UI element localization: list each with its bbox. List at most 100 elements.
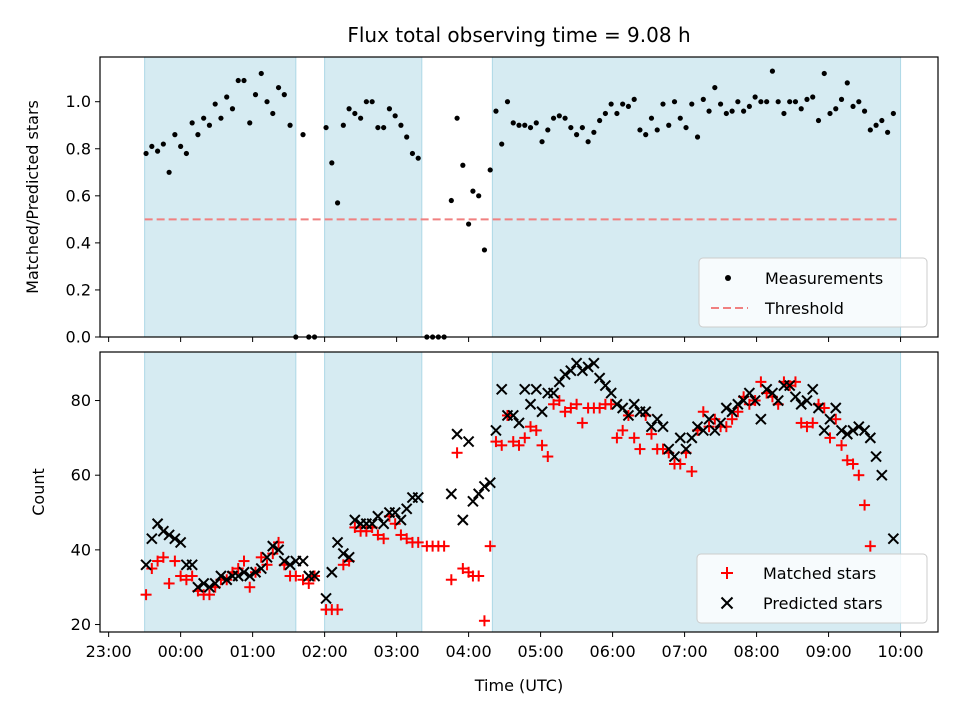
measurement-point [166, 169, 172, 175]
matched-star-point [401, 533, 413, 545]
predicted-star-point [858, 424, 871, 437]
measurement-point [386, 106, 393, 112]
predicted-star-point [389, 506, 401, 519]
measurement-point [850, 103, 856, 110]
predicted-star-point [197, 577, 210, 590]
measurement-point [573, 132, 580, 138]
measurement-point [375, 124, 381, 131]
measurement-point [798, 106, 804, 112]
matched-star-point [605, 398, 617, 410]
measurement-point [550, 115, 557, 121]
x-tick-label: 08:00 [734, 642, 780, 661]
measurement-point [149, 143, 155, 150]
measurement-point [867, 127, 873, 133]
legend-measurements-marker [725, 275, 731, 281]
matched-star-point [175, 570, 187, 582]
measurement-point [758, 99, 764, 105]
measurement-point [481, 247, 488, 253]
y-tick-label: 20 [71, 615, 91, 634]
measurement-point [752, 94, 758, 100]
predicted-star-point [249, 566, 262, 578]
predicted-star-point [400, 503, 413, 515]
predicted-star-point [772, 394, 784, 407]
matched-star-point [186, 570, 198, 582]
predicted-star-point [412, 491, 424, 504]
predicted-star-point [691, 420, 704, 433]
predicted-star-point [267, 540, 279, 552]
matched-star-point [232, 563, 244, 575]
predicted-star-point [783, 379, 796, 392]
predicted-star-point [674, 432, 686, 444]
y-tick-label: 0.4 [66, 233, 91, 252]
predicted-star-point [337, 547, 350, 560]
matched-star-point [395, 529, 407, 541]
predicted-star-point [807, 383, 819, 396]
matched-star-point [496, 439, 508, 451]
predicted-star-point [451, 428, 463, 440]
measurement-point [545, 127, 551, 133]
predicted-star-point [588, 357, 600, 369]
predicted-star-point [157, 525, 170, 537]
measurement-point [844, 80, 850, 86]
matched-star-point [553, 395, 565, 407]
predicted-star-point [766, 387, 779, 399]
predicted-star-point [616, 402, 629, 414]
measurement-point [178, 143, 184, 150]
y-tick-label: 0.2 [66, 280, 91, 299]
predicted-star-point [703, 413, 715, 425]
predicted-star-point [749, 394, 761, 407]
predicted-star-point [605, 387, 617, 399]
predicted-star-point [221, 574, 233, 586]
predicted-star-point [726, 406, 738, 418]
predicted-star-point [553, 376, 566, 388]
measurement-point [247, 120, 253, 126]
measurement-point [729, 108, 735, 114]
matched-star-point [473, 570, 485, 582]
measurement-point [493, 108, 499, 114]
predicted-star-point [582, 361, 594, 373]
matched-star-point [349, 521, 361, 533]
legend-predicted-marker [720, 596, 734, 610]
x-tick-label: 03:00 [374, 642, 420, 661]
matched-star-point [628, 432, 640, 444]
predicted-star-point [467, 495, 479, 508]
matched-star-point [140, 589, 152, 601]
matched-star-point [255, 551, 267, 563]
top-panel-shading [144, 57, 902, 337]
predicted-star-point [547, 387, 560, 399]
matched-star-point [674, 458, 686, 470]
predicted-star-point [284, 559, 296, 571]
predicted-star-point [576, 364, 589, 377]
predicted-star-point [326, 566, 338, 578]
matched-star-point [847, 458, 859, 470]
matched-star-point [332, 604, 344, 616]
predicted-star-point [720, 402, 733, 414]
predicted-star-point [565, 364, 577, 377]
measurement-point [334, 200, 341, 206]
matched-star-point [180, 574, 192, 586]
matched-star-point [152, 555, 164, 567]
measurement-point [381, 124, 387, 131]
y-tick-label: 0.8 [66, 139, 91, 158]
shaded-interval-1 [324, 352, 422, 632]
measurement-point [522, 122, 528, 128]
matched-star-point [726, 413, 738, 425]
measurement-point [620, 101, 626, 107]
predicted-star-point [484, 476, 496, 489]
y-tick-label: 1.0 [66, 92, 91, 111]
measurement-point [712, 84, 718, 91]
matched-star-point [864, 540, 876, 552]
matched-star-point [507, 436, 519, 448]
matched-star-point [484, 540, 496, 552]
predicted-star-point [812, 402, 825, 414]
x-axis-label: Time (UTC) [474, 676, 563, 695]
predicted-star-point [680, 443, 692, 455]
matched-star-point [571, 398, 583, 410]
predicted-star-point [737, 394, 750, 407]
measurement-point [476, 193, 482, 199]
predicted-star-point [818, 424, 830, 437]
predicted-star-point [853, 420, 865, 433]
predicted-star-point [714, 417, 727, 429]
shaded-interval-1 [324, 57, 422, 337]
predicted-star-point [174, 536, 187, 549]
